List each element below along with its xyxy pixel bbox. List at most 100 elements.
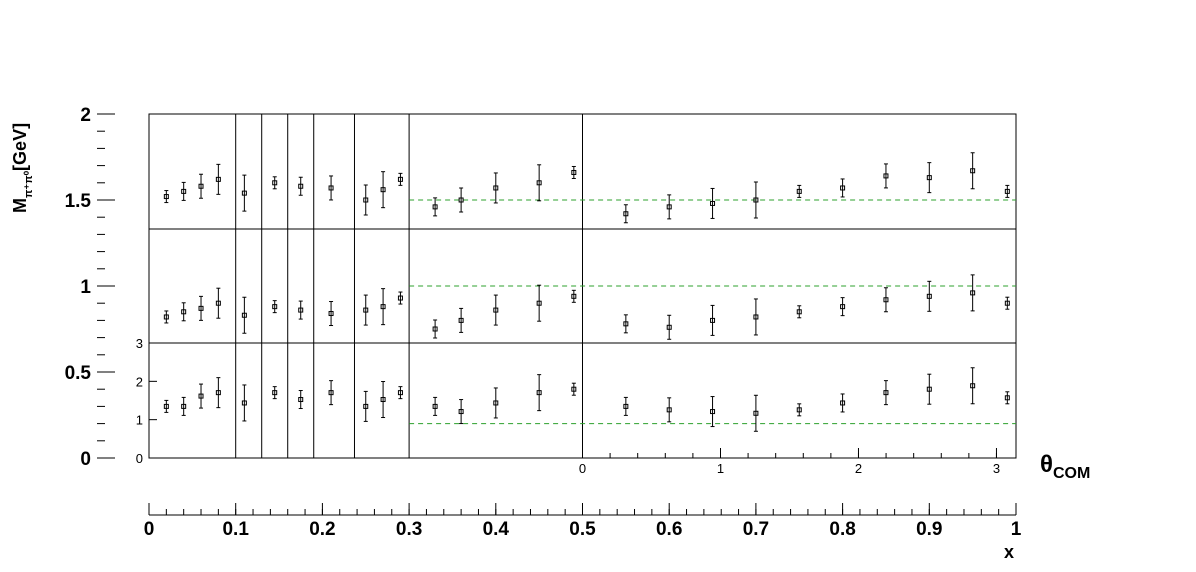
data-point	[363, 307, 369, 313]
theta-tick-label: 0	[579, 461, 586, 476]
data-point	[363, 197, 369, 203]
theta-tick-label: 2	[855, 461, 862, 476]
data-point	[710, 200, 716, 206]
x-tick-label: 0.3	[396, 519, 422, 540]
data-point	[536, 300, 542, 306]
y-axis-title: Mπ⁺π⁰[GeV]	[10, 123, 35, 213]
theta-tick-label: 1	[717, 461, 724, 476]
data-point	[397, 295, 403, 301]
data-point	[623, 211, 629, 217]
data-point	[198, 393, 204, 399]
data-point	[710, 317, 716, 323]
data-point	[1004, 300, 1010, 306]
theta-axis: 0 1 2 3	[579, 448, 1000, 476]
data-point	[163, 314, 169, 320]
data-point	[215, 300, 221, 306]
data-point	[272, 180, 278, 186]
inner-y-tick-label: 3	[136, 336, 143, 351]
data-point	[571, 169, 577, 175]
data-point	[298, 307, 304, 313]
y-axis: 0 0.5 1 1.5 2	[65, 105, 115, 470]
data-point	[796, 309, 802, 315]
y-tick-label: 2	[80, 105, 91, 126]
data-point	[753, 314, 759, 320]
data-point	[272, 390, 278, 396]
x-tick-label: 0.4	[483, 519, 510, 540]
data-point	[493, 185, 499, 191]
data-point	[883, 390, 889, 396]
data-point	[883, 173, 889, 179]
data-point	[623, 321, 629, 327]
data-point	[363, 403, 369, 409]
data-point	[215, 176, 221, 182]
x-tick-label: 0.2	[309, 519, 335, 540]
data-point	[458, 197, 464, 203]
data-point	[970, 168, 976, 174]
data-point	[970, 383, 976, 389]
data-point	[666, 204, 672, 210]
data-point	[198, 183, 204, 189]
data-point	[840, 400, 846, 406]
theta-tick-label: 3	[993, 461, 1000, 476]
data-point	[432, 403, 438, 409]
data-point	[380, 397, 386, 403]
data-point	[432, 326, 438, 332]
data-point	[181, 309, 187, 315]
data-point	[666, 324, 672, 330]
data-point	[241, 312, 247, 318]
x-tick-label: 0.6	[656, 519, 682, 540]
data-point	[1004, 395, 1010, 401]
inner-y-axis: 0 1 2 3	[136, 336, 157, 466]
data-point	[163, 403, 169, 409]
data-point	[753, 410, 759, 416]
data-point	[397, 176, 403, 182]
data-point	[241, 190, 247, 196]
data-point	[493, 307, 499, 313]
y-tick-label: 0	[80, 449, 91, 470]
y-tick-label: 1	[80, 277, 91, 298]
data-point	[926, 386, 932, 392]
data-point	[536, 180, 542, 186]
data-point	[571, 386, 577, 392]
data-point	[623, 403, 629, 409]
data-point	[840, 185, 846, 191]
x-tick-label: 1	[1011, 519, 1022, 540]
y-tick-label: 0.5	[65, 363, 92, 384]
data-point	[181, 188, 187, 194]
data-point	[380, 187, 386, 193]
data-point	[328, 390, 334, 396]
x-axis-title: x	[1004, 542, 1014, 562]
data-point	[397, 390, 403, 396]
x-tick-label: 0.7	[743, 519, 769, 540]
data-point	[272, 304, 278, 310]
data-point	[198, 305, 204, 311]
data-points	[163, 152, 1010, 432]
data-point	[328, 311, 334, 317]
data-point	[163, 194, 169, 200]
x-tick-label: 0.9	[916, 519, 942, 540]
inner-y-tick-label: 1	[136, 413, 143, 428]
data-point	[458, 409, 464, 415]
data-point	[536, 390, 542, 396]
data-point	[796, 188, 802, 194]
data-point	[432, 204, 438, 210]
data-point	[926, 175, 932, 181]
data-point	[215, 390, 221, 396]
data-point	[753, 197, 759, 203]
data-point	[241, 400, 247, 406]
x-tick-label: 0.8	[829, 519, 855, 540]
data-point	[970, 290, 976, 296]
data-point	[380, 304, 386, 310]
data-point	[1004, 188, 1010, 194]
x-tick-label: 0.5	[569, 519, 596, 540]
theta-axis-title: θCOM	[1040, 451, 1090, 482]
data-point	[298, 183, 304, 189]
data-point	[796, 407, 802, 413]
x-axis: 0 0.1 0.2 0.3 0.4 0.5 0.6 0.7 0.8 0.9 1	[144, 503, 1022, 540]
data-point	[666, 407, 672, 413]
data-point	[458, 317, 464, 323]
data-point	[571, 293, 577, 299]
inner-y-tick-label: 0	[136, 451, 143, 466]
data-point	[298, 397, 304, 403]
data-point	[840, 304, 846, 310]
